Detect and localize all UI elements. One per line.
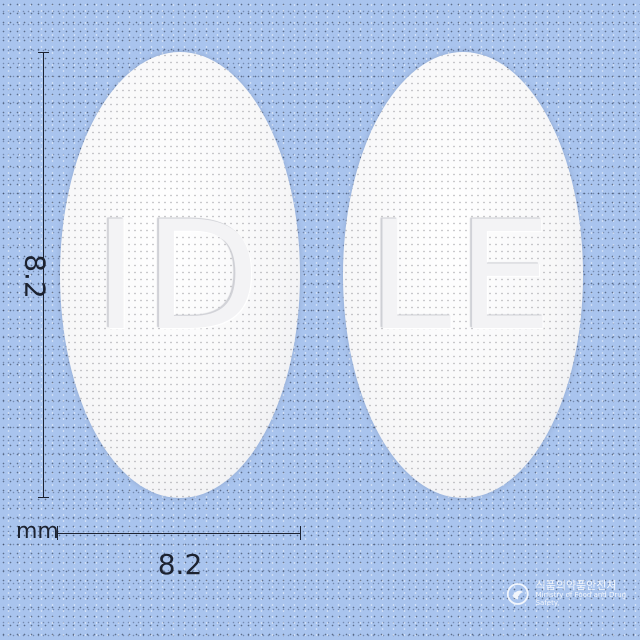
height-dimension-line	[43, 52, 44, 498]
pill-imprint-right: LE	[367, 190, 559, 364]
height-dimension-label: 8.2	[18, 254, 52, 299]
pill-tablet-left	[60, 52, 300, 498]
width-dimension-label: 8.2	[157, 548, 203, 581]
watermark-korean-text: 식품의약품안전처	[535, 579, 617, 592]
width-dimension-tick-left	[57, 526, 58, 540]
pill-tablet-right	[343, 52, 583, 498]
mfds-watermark: 식품의약품안전처 Ministry of Food and Drug Safet…	[506, 579, 640, 607]
width-dimension-line	[57, 533, 300, 534]
height-dimension-tick-bottom	[38, 497, 49, 498]
pill-imprint-left: ID	[94, 190, 266, 364]
unit-label: mm	[16, 519, 59, 544]
height-dimension-tick-top	[38, 52, 49, 53]
watermark-english-text: Ministry of Food and Drug Safety	[535, 591, 627, 607]
width-dimension-tick-right	[300, 526, 301, 540]
mfds-logo-icon	[506, 582, 529, 605]
